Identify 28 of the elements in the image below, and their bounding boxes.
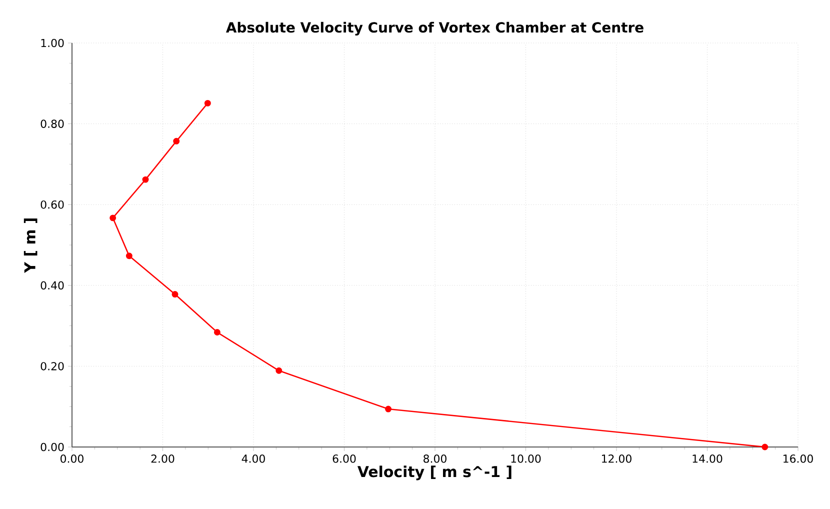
y-tick-label: 0.20: [40, 362, 64, 370]
x-tick-label: 0.00: [60, 454, 84, 463]
point: [172, 291, 178, 298]
point: [204, 100, 211, 106]
x-axis-title: Velocity [ m s^-1 ]: [357, 466, 512, 480]
x-tick-label: 6.00: [332, 454, 356, 463]
chart-title: Absolute Velocity Curve of Vortex Chamber at Centre: [226, 22, 644, 36]
point: [173, 138, 180, 144]
x-tick-label: 14.00: [692, 454, 722, 463]
x-tick-label: 4.00: [242, 454, 265, 463]
x-tick-label: 10.00: [511, 454, 541, 463]
x-tick-label: 2.00: [151, 454, 174, 463]
point: [142, 176, 149, 183]
point: [276, 367, 282, 374]
y-axis-title: Y [ m ]: [24, 218, 38, 273]
y-tick-label: 0.40: [40, 281, 64, 290]
point: [762, 444, 768, 450]
y-tick-label: 0.80: [40, 120, 64, 128]
point: [385, 406, 392, 412]
y-tick-label: 0.60: [40, 200, 64, 209]
point: [126, 252, 132, 260]
y-tick-label: 0.00: [40, 442, 64, 452]
point: [110, 214, 116, 222]
x-tick-label: 16.00: [784, 454, 813, 463]
x-tick-label: 12.00: [602, 454, 632, 463]
x-tick-label: 8.00: [424, 454, 446, 463]
point: [214, 329, 220, 336]
y-tick-label: 1.00: [41, 38, 64, 48]
